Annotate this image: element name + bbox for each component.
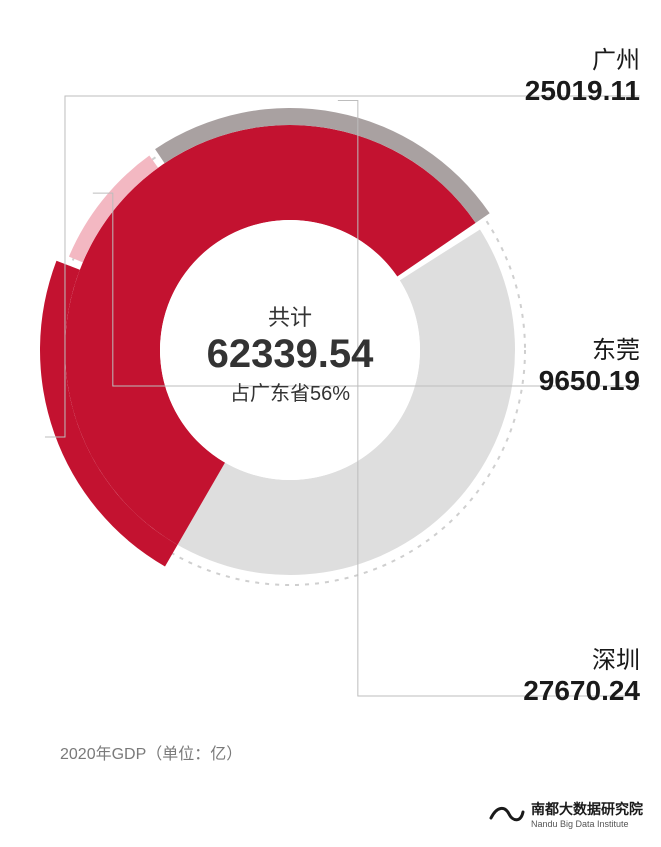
brand-text: 南都大数据研究院 Nandu Big Data Institute (531, 799, 643, 829)
callout-深圳: 深圳27670.24 (523, 640, 640, 707)
callout-value: 9650.19 (539, 365, 640, 397)
callout-广州: 广州25019.11 (525, 40, 640, 107)
center-value: 62339.54 (170, 332, 410, 377)
callout-name: 广州 (525, 40, 640, 75)
caption: 2020年GDP（单位：亿） (60, 740, 242, 764)
callout-东莞: 东莞9650.19 (539, 330, 640, 397)
donut-svg (0, 0, 661, 847)
chart-container: 共计 62339.54 占广东省56% 广州25019.11 东莞9650.19 深… (0, 0, 661, 847)
center-text-group: 共计 62339.54 占广东省56% (170, 300, 410, 406)
center-label: 共计 (170, 300, 410, 332)
callout-name: 深圳 (523, 640, 640, 675)
brand-en: Nandu Big Data Institute (531, 819, 643, 829)
callout-value: 25019.11 (525, 75, 640, 107)
brand-logo-icon (489, 804, 525, 824)
brand: 南都大数据研究院 Nandu Big Data Institute (489, 799, 643, 829)
center-sub: 占广东省56% (170, 377, 410, 406)
callout-name: 东莞 (539, 330, 640, 365)
callout-value: 27670.24 (523, 675, 640, 707)
brand-cn: 南都大数据研究院 (531, 801, 643, 817)
